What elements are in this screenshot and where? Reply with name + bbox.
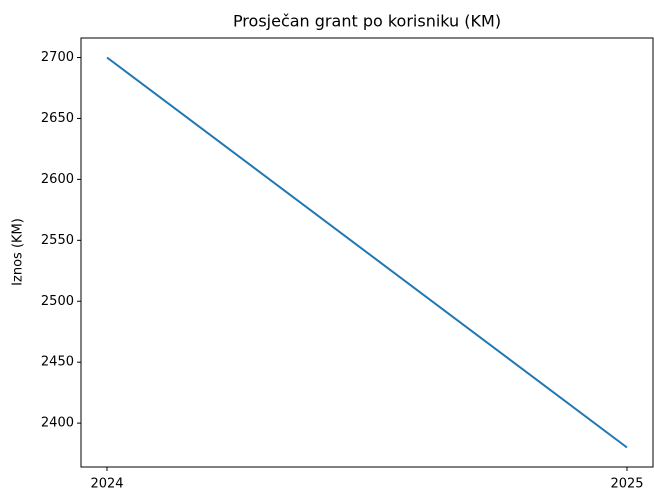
chart-title: Prosječan grant po korisniku (KM) xyxy=(233,12,501,31)
y-tick-label: 2700 xyxy=(41,50,74,65)
y-tick-label: 2600 xyxy=(41,172,74,187)
y-tick-label: 2400 xyxy=(41,416,74,431)
y-tick-label: 2650 xyxy=(41,111,74,126)
y-tick-label: 2550 xyxy=(41,233,74,248)
line xyxy=(106,56,628,449)
y-axis-label: Iznos (KM) xyxy=(11,218,26,286)
plot-frame xyxy=(80,37,654,468)
x-tick-label: 2024 xyxy=(90,477,123,490)
y-tick-label: 2450 xyxy=(41,355,74,370)
x-tick-label: 2025 xyxy=(610,477,643,490)
y-tick-label: 2500 xyxy=(41,294,74,309)
